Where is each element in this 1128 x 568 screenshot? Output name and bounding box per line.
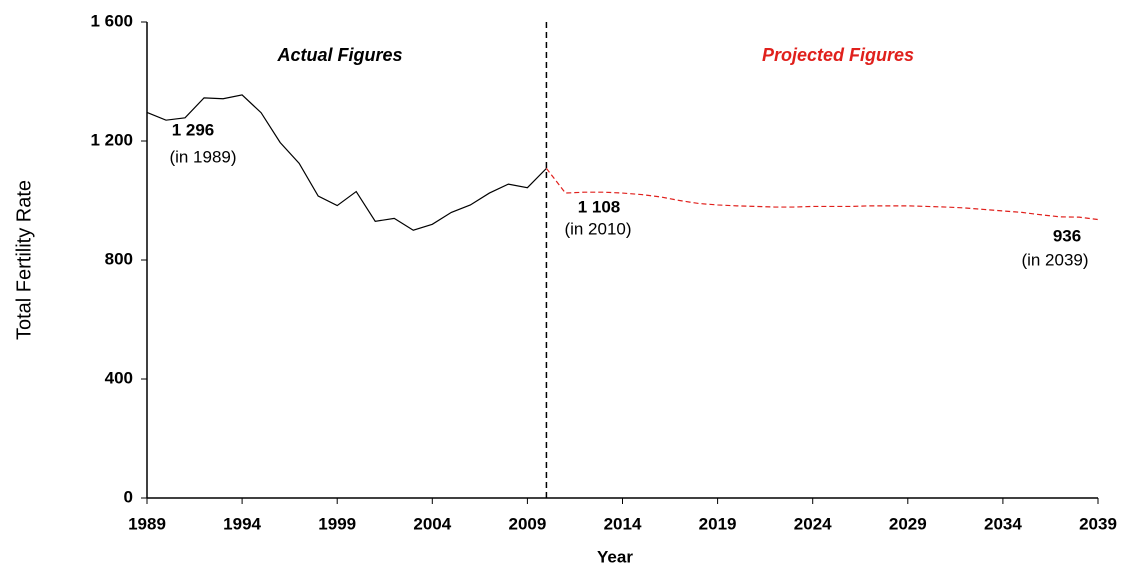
line-series xyxy=(146,94,547,231)
annotation: (in 1989) xyxy=(169,147,236,166)
y-tick-label: 800 xyxy=(105,249,133,268)
y-tick-label: 1 600 xyxy=(90,11,133,30)
x-tick-label: 1999 xyxy=(318,514,356,533)
x-tick-label: 2034 xyxy=(984,514,1022,533)
section-label: Actual Figures xyxy=(276,45,402,65)
line-series xyxy=(545,168,1099,221)
section-label: Projected Figures xyxy=(762,45,914,65)
annotation: 1 108 xyxy=(578,197,621,216)
y-tick-label: 1 200 xyxy=(90,130,133,149)
x-axis-label: Year xyxy=(597,547,633,566)
annotation: (in 2039) xyxy=(1021,250,1088,269)
y-tick-label: 0 xyxy=(124,487,133,506)
x-tick-label: 2024 xyxy=(794,514,832,533)
annotation: (in 2010) xyxy=(564,219,631,238)
x-tick-label: 2039 xyxy=(1079,514,1117,533)
x-tick-label: 1989 xyxy=(128,514,166,533)
x-tick-label: 2019 xyxy=(699,514,737,533)
x-tick-label: 2004 xyxy=(413,514,451,533)
y-tick-label: 400 xyxy=(105,368,133,387)
y-axis-label: Total Fertility Rate xyxy=(13,180,35,340)
annotation: 936 xyxy=(1053,226,1081,245)
x-tick-label: 2014 xyxy=(604,514,642,533)
x-tick-label: 1994 xyxy=(223,514,261,533)
x-tick-label: 2009 xyxy=(508,514,546,533)
annotation: 1 296 xyxy=(172,120,215,139)
x-tick-label: 2029 xyxy=(889,514,927,533)
